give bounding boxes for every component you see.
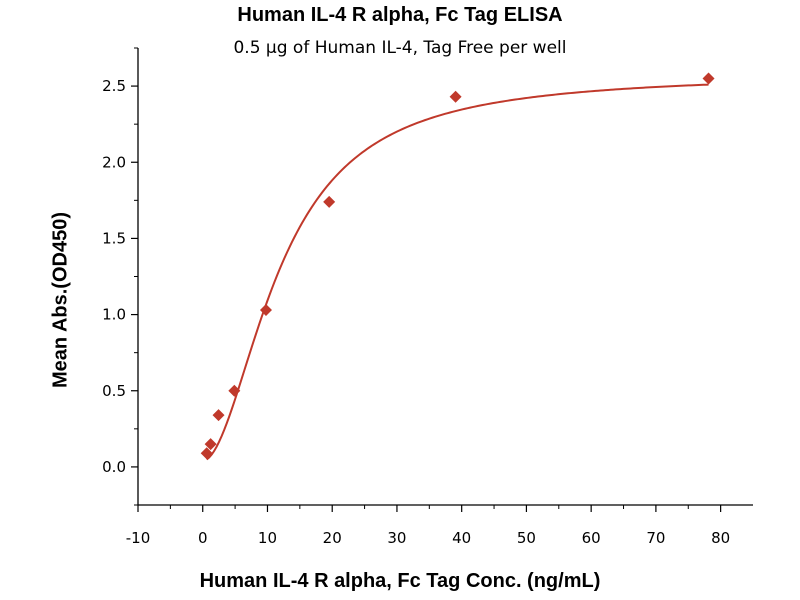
- data-point: [702, 72, 715, 85]
- chart-title: Human IL-4 R alpha, Fc Tag ELISA: [237, 4, 563, 26]
- data-point: [204, 438, 217, 451]
- data-point: [323, 195, 336, 208]
- x-axis-label: Human IL-4 R alpha, Fc Tag Conc. (ng/mL): [199, 570, 601, 592]
- y-tick-label: 0.0: [102, 458, 126, 476]
- chart-subtitle: 0.5 μg of Human IL-4, Tag Free per well: [233, 38, 567, 58]
- data-point: [449, 90, 462, 103]
- data-point: [228, 384, 241, 397]
- data-point: [212, 409, 225, 422]
- x-tick-label: 70: [646, 529, 665, 547]
- x-tick-label: 40: [452, 529, 471, 547]
- x-tick-label: -10: [126, 529, 151, 547]
- x-tick-label: 30: [387, 529, 406, 547]
- y-tick-label: 1.5: [102, 229, 126, 247]
- data-point: [259, 304, 272, 317]
- x-tick-label: 50: [517, 529, 536, 547]
- data-point: [200, 447, 213, 460]
- y-tick-label: 1.0: [102, 306, 126, 324]
- y-tick-label: 2.0: [102, 153, 126, 171]
- y-tick-label: 0.5: [102, 382, 126, 400]
- x-tick-label: 80: [711, 529, 730, 547]
- y-tick-label: 2.5: [102, 77, 126, 95]
- x-tick-label: 20: [323, 529, 342, 547]
- fit-curve: [206, 83, 709, 461]
- x-tick-label: 0: [198, 529, 208, 547]
- x-tick-label: 10: [258, 529, 277, 547]
- x-tick-label: 60: [582, 529, 601, 547]
